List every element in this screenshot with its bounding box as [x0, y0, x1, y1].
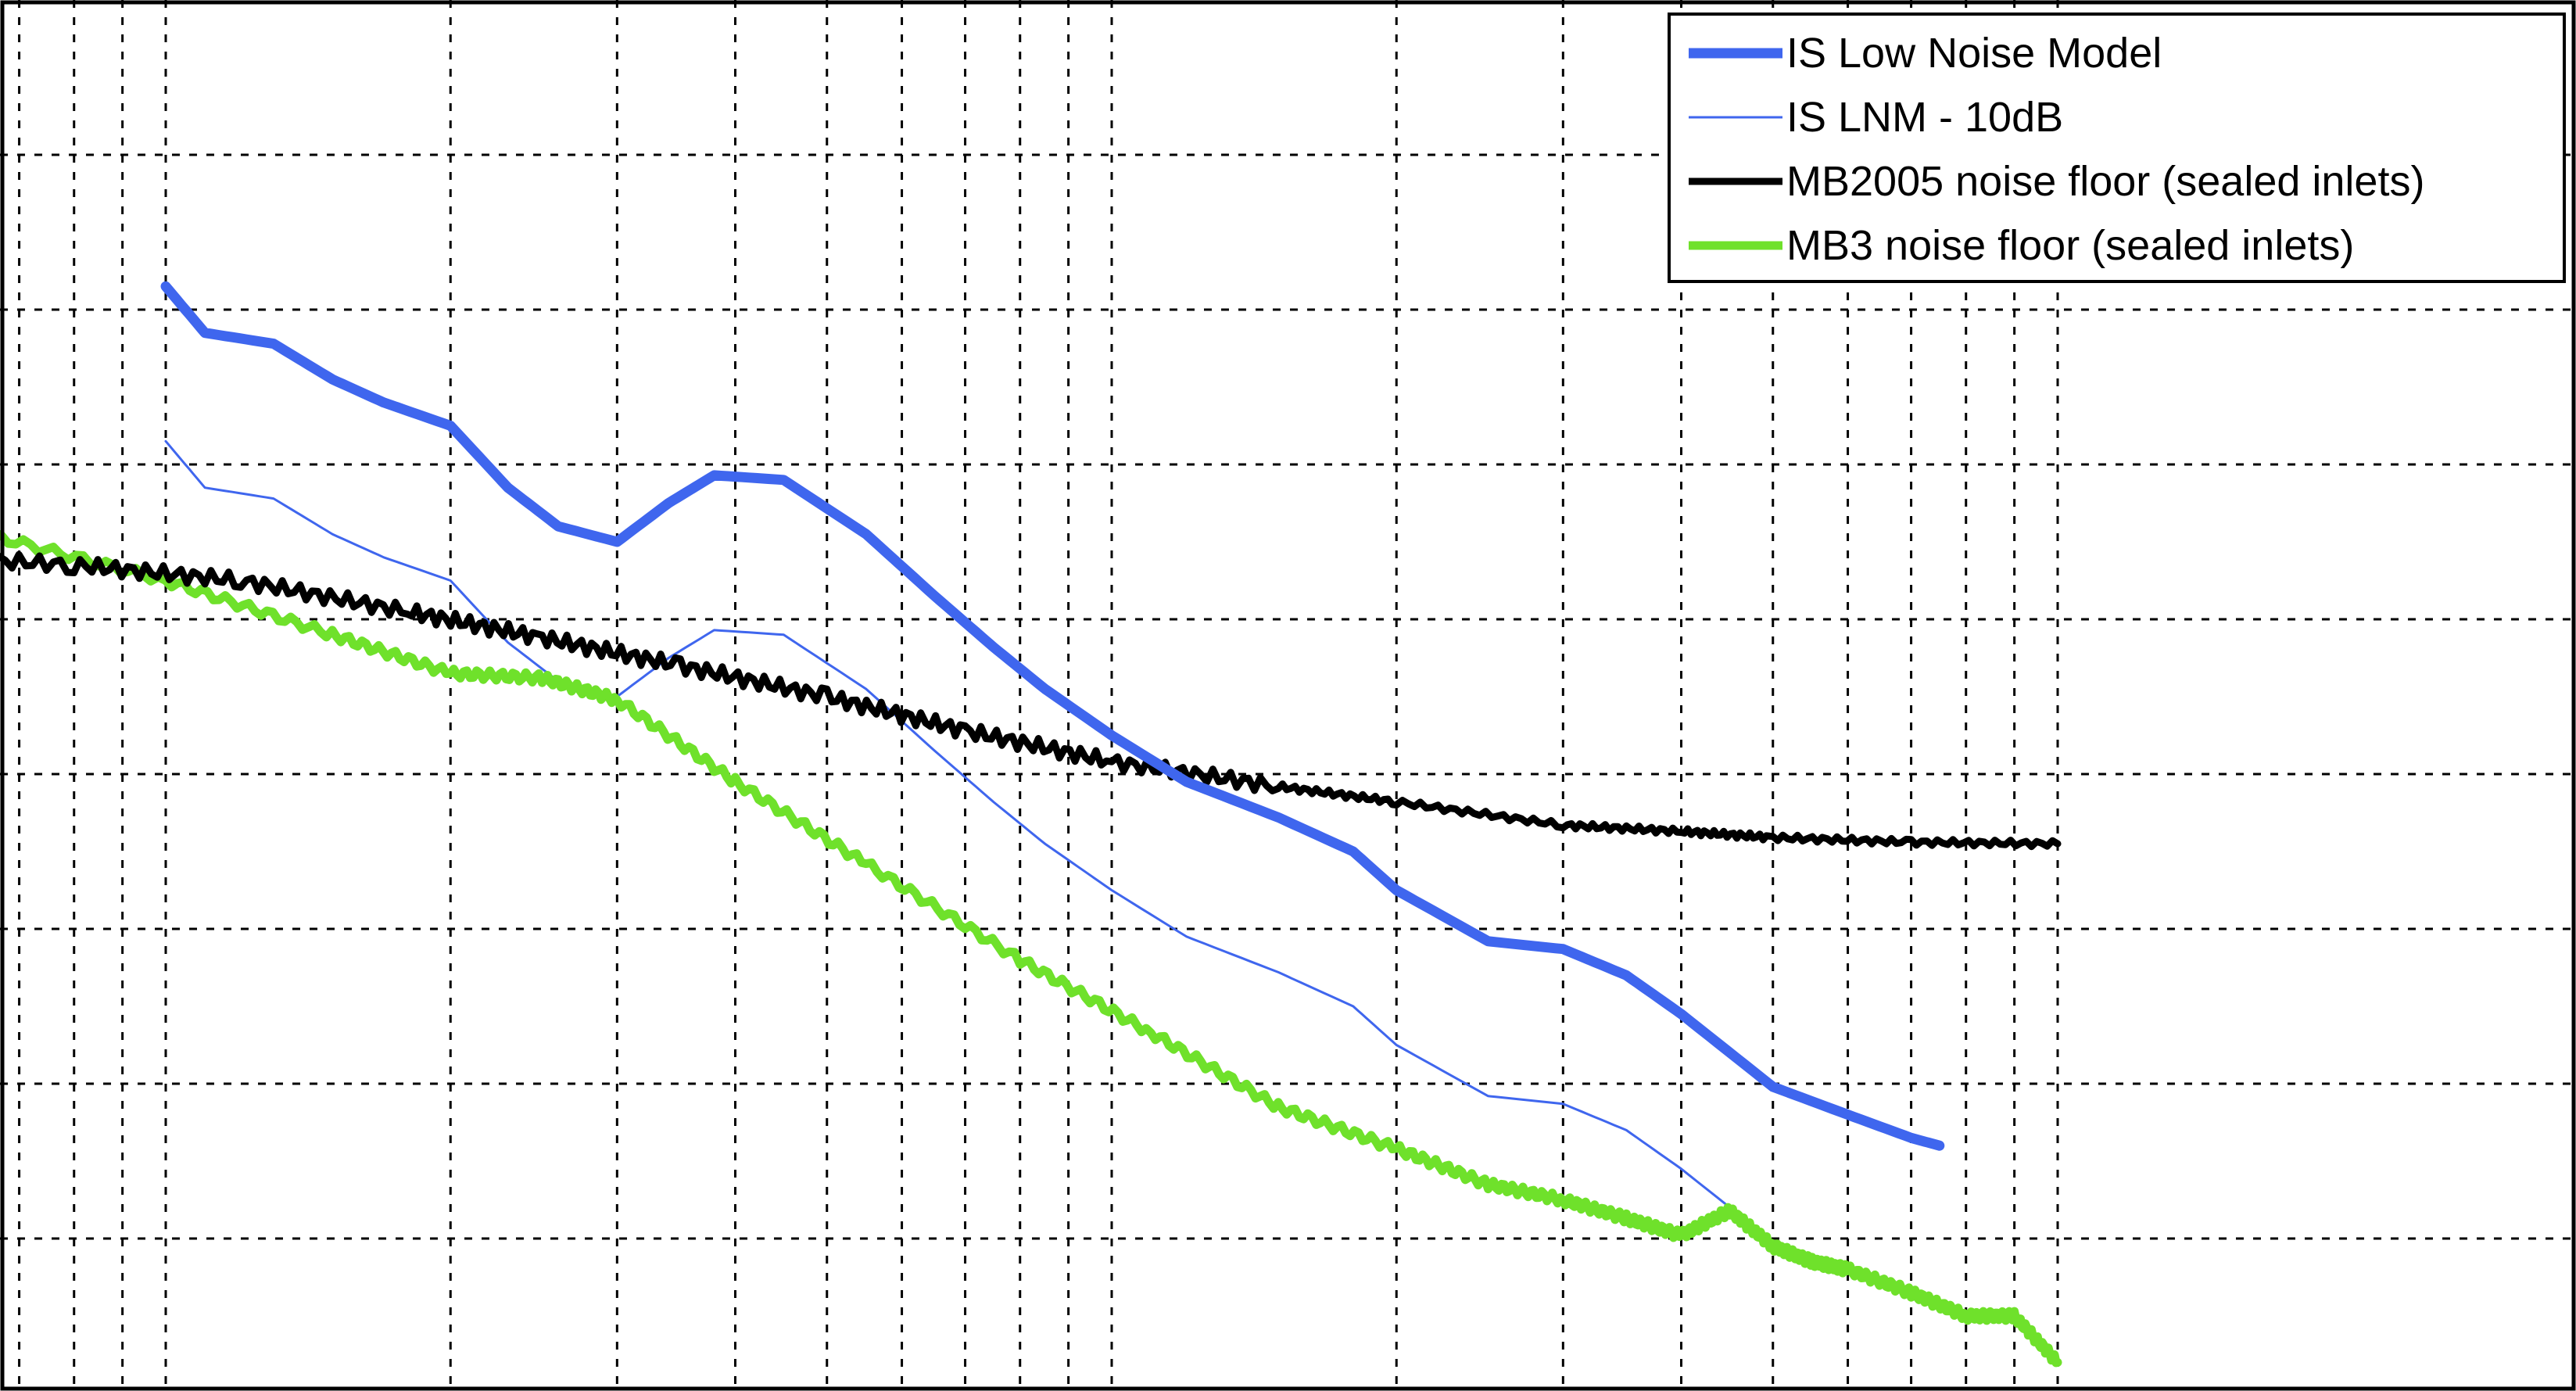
legend-label-mb2005: MB2005 noise floor (sealed inlets): [1786, 158, 2424, 205]
legend-label-is-lnm: IS Low Noise Model: [1786, 30, 2162, 77]
legend-label-is-lnm-10db: IS LNM - 10dB: [1786, 94, 2063, 141]
series-is-low-noise-model: [160, 281, 1945, 1151]
legend: IS Low Noise Model IS LNM - 10dB MB2005 …: [1668, 13, 2566, 283]
legend-label-mb3: MB3 noise floor (sealed inlets): [1786, 222, 2354, 269]
series-group: [0, 281, 2062, 1368]
legend-box: [1668, 13, 2566, 283]
series-mb2005-noise-floor: [0, 550, 2062, 851]
legend-swatches: [1689, 48, 1782, 250]
series-mb3-noise-floor: [0, 529, 2062, 1368]
series-is-lnm-10db: [164, 439, 1941, 1302]
